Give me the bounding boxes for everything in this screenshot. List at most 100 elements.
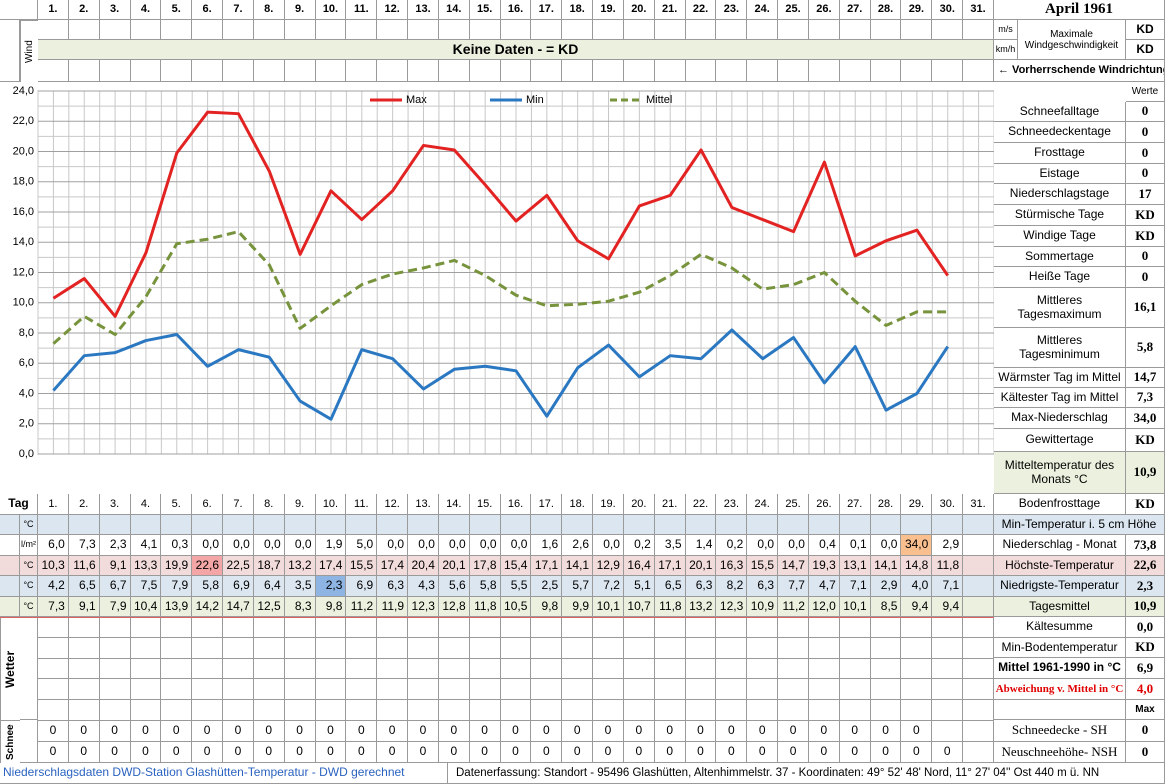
footer-right: Datenerfassung: Standort - 95496 Glashüt… <box>448 763 1165 784</box>
day-header: 22. <box>685 0 717 20</box>
day-label: 26. <box>808 494 840 515</box>
weather-cell <box>839 658 871 679</box>
temperature-cell: 14,1 <box>562 556 594 576</box>
wind-cell <box>901 60 933 82</box>
weather-cell <box>469 617 501 638</box>
weather-cell <box>562 658 594 679</box>
wind-cell <box>469 20 501 40</box>
temperature-cell <box>778 515 809 535</box>
wind-cell <box>531 60 563 82</box>
weather-cell <box>68 638 100 659</box>
temperature-cell: 11,8 <box>932 556 964 576</box>
day-label: 12. <box>377 494 409 515</box>
temperature-cell: 4,3 <box>408 576 439 597</box>
day-header: 20. <box>623 0 655 20</box>
weather-cell <box>716 638 748 659</box>
weather-cell <box>500 617 532 638</box>
wind-cell <box>839 60 871 82</box>
temperature-cell <box>315 515 347 535</box>
wind-cell <box>808 60 840 82</box>
temperature-cell: 12,9 <box>593 556 624 576</box>
weather-cell <box>562 617 594 638</box>
weather-cell <box>161 638 193 659</box>
day-header: 31. <box>963 0 994 20</box>
y-tick-label: 10,0 <box>13 297 34 309</box>
temperature-cell: 4,2 <box>38 576 69 597</box>
temperature-cell: 2,5 <box>531 576 563 597</box>
weather-cell <box>593 638 624 659</box>
temperature-cell <box>531 515 563 535</box>
temperature-cell: 22,5 <box>223 556 254 576</box>
temperature-cell: 11,9 <box>377 597 409 617</box>
wind-cell <box>500 60 532 82</box>
wind-cell <box>623 20 655 40</box>
temperature-cell: 2,9 <box>870 576 902 597</box>
y-tick-label: 14,0 <box>13 236 34 248</box>
precipitation-cell: 0,3 <box>161 535 193 556</box>
snow-depth-cell: 0 <box>192 720 224 742</box>
new-snow-cell: 0 <box>808 742 840 763</box>
day-label: 13. <box>408 494 439 515</box>
stat-label: Eistage <box>994 164 1126 184</box>
day-label: 25. <box>778 494 809 515</box>
weather-cell <box>223 679 254 700</box>
stat-value: KD <box>1126 429 1165 452</box>
temperature-cell <box>562 515 594 535</box>
wind-cell <box>315 20 347 40</box>
stat-label: Kältester Tag im Mittel <box>994 388 1126 408</box>
snow-depth-cell: 0 <box>839 720 871 742</box>
snow-depth-cell: 0 <box>99 720 131 742</box>
new-snow-cell: 0 <box>901 742 933 763</box>
stat-label: Gewittertage <box>994 429 1126 452</box>
max-wind-kmh: KD <box>1126 40 1165 60</box>
new-snow-cell: 0 <box>685 742 717 763</box>
weather-cell <box>901 617 933 638</box>
day-label: 9. <box>284 494 316 515</box>
temperature-cell: 7,9 <box>161 576 193 597</box>
temperature-cell: 17,1 <box>654 556 686 576</box>
day-header: 15. <box>469 0 501 20</box>
stat-value: 17 <box>1126 184 1165 205</box>
weather-cell <box>623 700 655 721</box>
precipitation-cell: 2,9 <box>932 535 964 556</box>
wind-cell <box>377 60 409 82</box>
temperature-cell <box>747 515 779 535</box>
new-snow-cell <box>963 742 994 763</box>
stat-value: 34,0 <box>1126 408 1165 429</box>
snow-depth-cell: 0 <box>284 720 316 742</box>
weather-cell <box>839 638 871 659</box>
weather-cell <box>192 638 224 659</box>
weather-cell <box>130 700 162 721</box>
stat-label: Wärmster Tag im Mittel <box>994 368 1126 388</box>
day-header: 17. <box>531 0 563 20</box>
day-header: 11. <box>346 0 378 20</box>
temperature-cell: 9,9 <box>562 597 594 617</box>
temperature-cell: 5,6 <box>438 576 470 597</box>
wind-cell <box>901 20 933 40</box>
precipitation-cell: 2,3 <box>99 535 131 556</box>
wind-cell <box>38 20 69 40</box>
day-header: 14. <box>438 0 470 20</box>
wind-cell <box>870 20 902 40</box>
wind-cell <box>377 20 409 40</box>
new-snow-cell: 0 <box>99 742 131 763</box>
stat-value: 0 <box>1126 122 1165 143</box>
snow-depth-cell: 0 <box>408 720 439 742</box>
chart: 0,0 2,0 4,0 6,0 8,0 10,0 12,0 14,0 16,0 18,0 20,0 2… <box>13 85 994 460</box>
weather-cell <box>654 617 686 638</box>
temperature-cell: 4,7 <box>808 576 840 597</box>
series-line <box>52 230 948 345</box>
wind-cell <box>747 60 779 82</box>
wind-cell <box>654 60 686 82</box>
day-label: 18. <box>562 494 594 515</box>
snow-depth-cell <box>932 720 964 742</box>
weather-cell <box>716 679 748 700</box>
snow-depth-cell: 0 <box>593 720 624 742</box>
temperature-cell: 10,4 <box>130 597 162 617</box>
wind-direction: ← Vorherrschende Windrichtung <box>994 60 1165 82</box>
weather-cell <box>438 617 470 638</box>
weather-cell <box>130 679 162 700</box>
weather-cell <box>963 700 994 721</box>
temperature-cell: 10,5 <box>500 597 532 617</box>
weather-cell <box>469 700 501 721</box>
